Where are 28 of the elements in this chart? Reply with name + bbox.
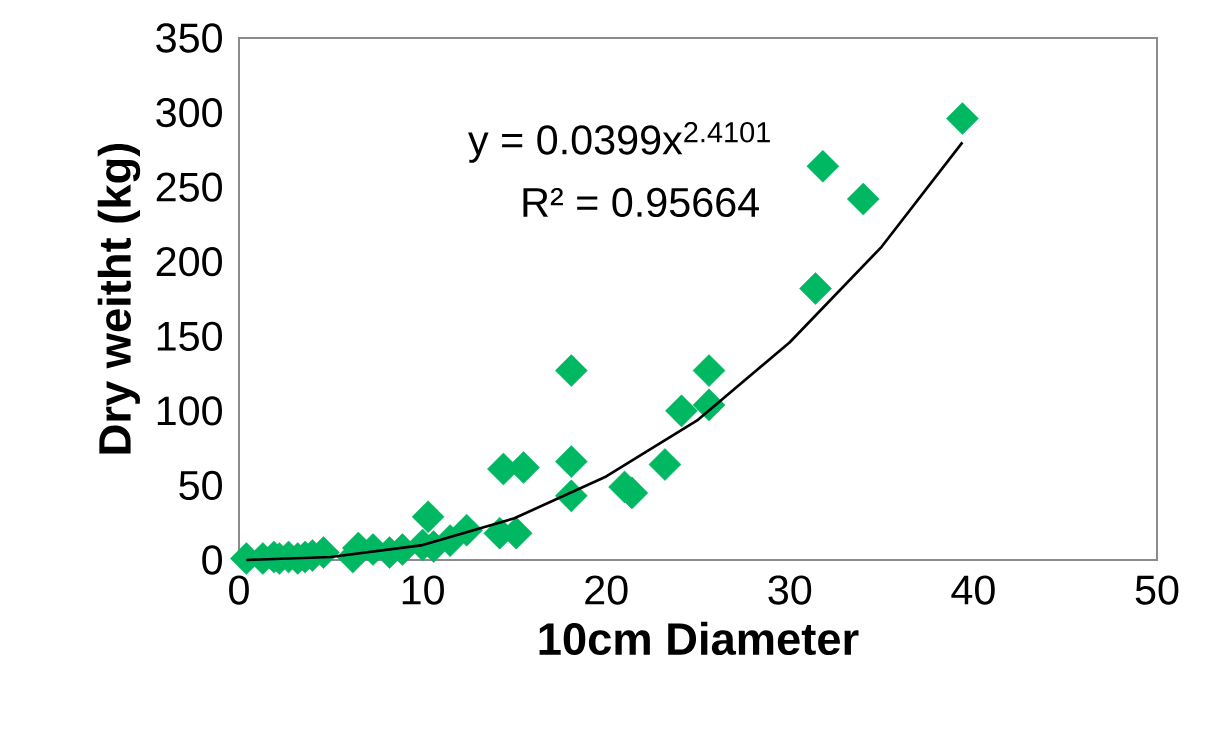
y-axis-title: Dry weitht (kg)	[97, 143, 141, 454]
x-tick-label: 10	[402, 575, 444, 605]
point	[555, 354, 588, 387]
annotation: y = 0.0399x$^{2.4101}$	[468, 121, 770, 163]
y-tick-label: 100	[157, 396, 222, 426]
y-tick-label: 200	[156, 247, 222, 277]
point	[692, 354, 726, 387]
x-tick-label: 30	[768, 575, 812, 605]
point	[411, 500, 445, 534]
y-tick-label: 0	[202, 545, 223, 575]
y-tick-label: 50	[179, 470, 222, 501]
point	[648, 448, 682, 481]
y-tick-label: 150	[157, 321, 222, 351]
point	[665, 394, 698, 428]
y-tick-label: 300	[156, 97, 222, 128]
point	[846, 182, 880, 216]
y-tick-label: 350	[156, 23, 222, 53]
point	[555, 445, 588, 478]
x-tick-label: 40	[951, 575, 995, 605]
x-tick-label: 20	[585, 575, 628, 605]
point	[806, 149, 840, 183]
point	[946, 102, 979, 135]
x-axis-title: 10cm Diameter	[539, 621, 859, 656]
point	[799, 272, 832, 305]
x-tick-label: 50	[1135, 575, 1179, 605]
annotation: R² = 0.95664	[523, 187, 759, 218]
y-tick-label: 250	[156, 172, 222, 202]
x-tick-label: 0	[229, 575, 249, 605]
